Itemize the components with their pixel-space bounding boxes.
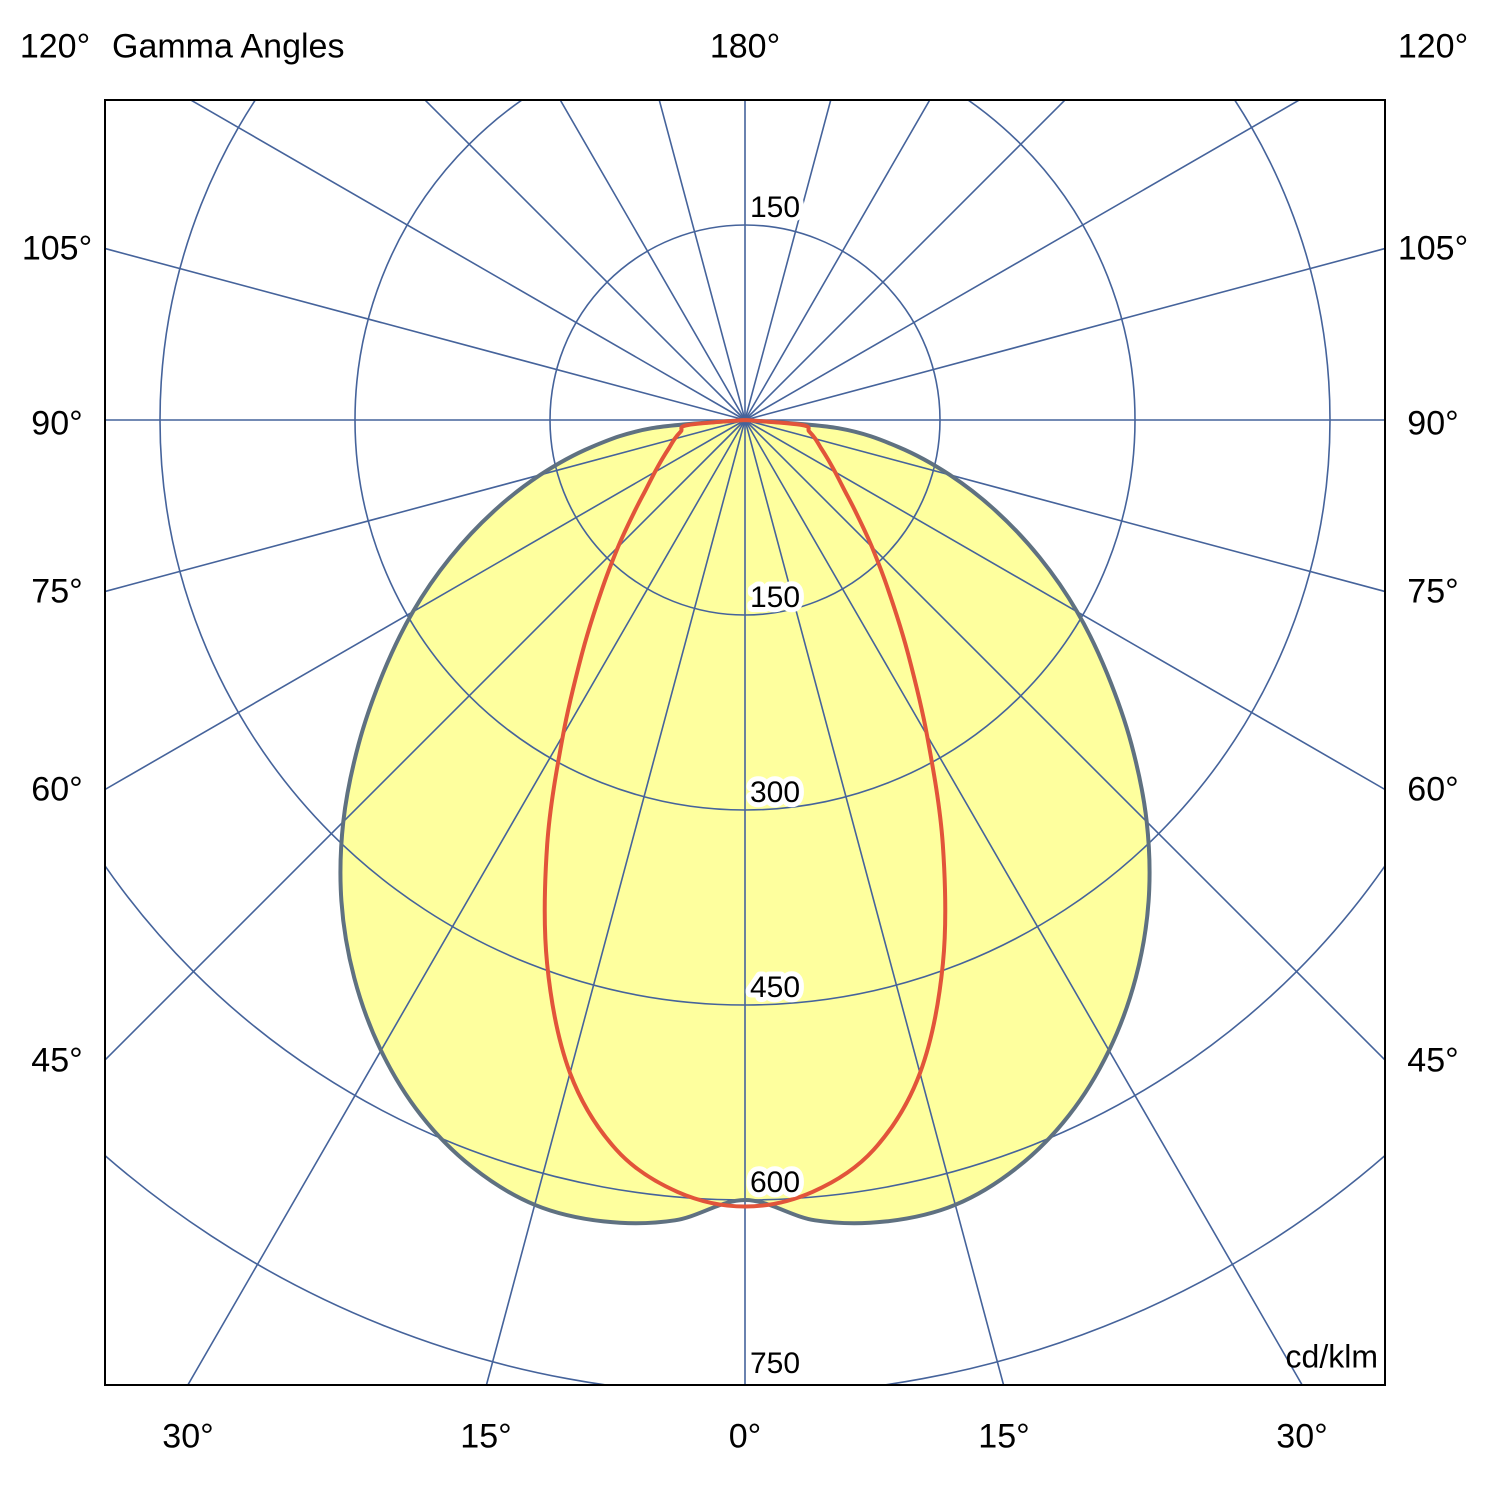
gamma-label-bottom-0: 0° (728, 1417, 762, 1456)
radial-tick-labels: 150 150 300 450 600 750 (745, 186, 805, 1385)
c90-c270-curve (542, 418, 948, 1209)
gamma-label-top-right: 120° (1397, 27, 1469, 66)
gamma-label-top-left: 120° (19, 27, 91, 66)
gamma-label-left-105: 105° (21, 229, 93, 268)
chart-title: Gamma Angles (112, 27, 345, 66)
gamma-label-left-45: 45° (31, 1041, 83, 1080)
gamma-label-bottom-30L: 30° (162, 1417, 214, 1456)
gamma-label-right-75: 75° (1407, 572, 1459, 611)
gamma-label-right-90: 90° (1407, 404, 1459, 443)
gamma-label-right-45: 45° (1407, 1041, 1459, 1080)
gamma-label-bottom-15L: 15° (460, 1417, 512, 1456)
svg-text:450: 450 (750, 971, 800, 1004)
gamma-label-right-105: 105° (1397, 229, 1469, 268)
gamma-label-left-60: 60° (31, 770, 83, 809)
plot-frame (104, 99, 1386, 1386)
gamma-label-bottom-30R: 30° (1276, 1417, 1328, 1456)
svg-text:300: 300 (750, 776, 800, 809)
svg-text:150: 150 (750, 581, 800, 614)
svg-text:600: 600 (750, 1166, 800, 1199)
gamma-label-180: 180° (709, 27, 781, 66)
gamma-label-left-75: 75° (31, 572, 83, 611)
svg-text:750: 750 (750, 1347, 800, 1380)
unit-label: cd/klm (1285, 1338, 1378, 1375)
gamma-label-bottom-15R: 15° (978, 1417, 1030, 1456)
svg-text:150: 150 (750, 191, 800, 224)
gamma-label-left-90: 90° (31, 404, 83, 443)
gamma-label-right-60: 60° (1407, 770, 1459, 809)
c0-c180-lobe-outline (338, 418, 1152, 1226)
